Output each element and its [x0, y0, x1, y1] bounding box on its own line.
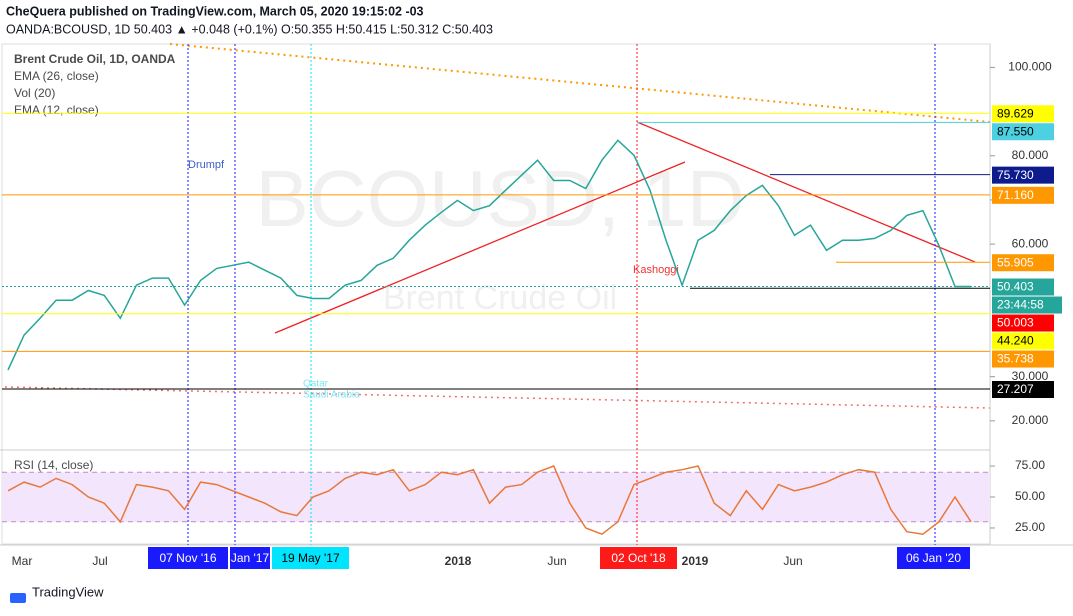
- x-tick-label: Jun: [547, 554, 566, 568]
- legend-item: EMA (26, close): [14, 69, 99, 83]
- marker-label: 02 Oct '18: [611, 551, 666, 565]
- watermark: BCOUSD, 1D: [256, 154, 745, 243]
- price-badge-label: 50.403: [997, 280, 1034, 294]
- legend-title: Brent Crude Oil, 1D, OANDA: [14, 52, 176, 66]
- price-badge-label: 44.240: [997, 334, 1034, 348]
- x-tick-label: 2018: [445, 554, 472, 568]
- marker-label: Jan '17: [231, 551, 270, 565]
- series-line: [7, 139, 971, 371]
- annotation: Kashoggi: [633, 264, 679, 276]
- y-tick-label: 25.00: [1015, 520, 1045, 534]
- trend-line: [4, 386, 991, 409]
- price-badge-label: 35.738: [997, 352, 1034, 366]
- y-tick-label: 20.000: [1012, 413, 1049, 427]
- x-tick-label: 2019: [682, 554, 709, 568]
- annotation: Drumpf: [188, 159, 225, 171]
- price-badge-label: 75.730: [997, 168, 1034, 182]
- price-badge-label: 55.905: [997, 255, 1034, 269]
- y-tick-label: 80.000: [1012, 148, 1049, 162]
- legend-item: Vol (20): [14, 86, 55, 100]
- series-line: [7, 465, 972, 536]
- price-badge: [992, 166, 1054, 184]
- marker-label: 06 Jan '20: [906, 551, 961, 565]
- trend-line: [636, 121, 976, 263]
- price-badge: [992, 332, 1054, 350]
- logo-icon: [10, 593, 26, 603]
- price-badge: [992, 278, 1054, 296]
- price-badge-label: 50.003: [997, 316, 1034, 330]
- legend-item: EMA (12, close): [14, 103, 99, 117]
- price-badge: [992, 123, 1054, 141]
- footer-brand[interactable]: TradingView: [32, 584, 104, 599]
- price-badge-label: 71.160: [997, 188, 1034, 202]
- y-tick-label: 60.000: [1012, 236, 1049, 250]
- annotation: Qatar: [303, 379, 329, 390]
- countdown-badge: [992, 296, 1062, 314]
- price-badge: [992, 254, 1054, 272]
- price-badge-label: 27.207: [997, 382, 1034, 396]
- price-badge: [992, 350, 1054, 368]
- price-badge-label: 87.550: [997, 124, 1034, 138]
- y-tick-label: 75.00: [1015, 458, 1045, 472]
- y-tick-label: 100.000: [1008, 60, 1052, 74]
- trend-line: [274, 161, 686, 334]
- x-tick-label: Jul: [92, 554, 107, 568]
- marker-badge: [148, 547, 228, 569]
- price-badge: [992, 186, 1054, 204]
- y-tick-label: 30.000: [1012, 369, 1049, 383]
- marker-label: 19 May '17: [281, 551, 340, 565]
- price-badge: [992, 314, 1054, 332]
- publisher: CheQuera published on TradingView.com, M…: [6, 4, 424, 18]
- rsi-title: RSI (14, close): [14, 458, 93, 472]
- x-tick-label: Jun: [783, 554, 802, 568]
- watermark-sub: Brent Crude Oil: [383, 279, 617, 317]
- marker-badge: [272, 547, 349, 569]
- price-badge: [992, 381, 1054, 399]
- x-tick-label: Mar: [12, 554, 33, 568]
- y-tick-label: 50.00: [1015, 489, 1045, 503]
- price-badge-label: 89.629: [997, 106, 1034, 120]
- annotation: Saudi Arabia: [303, 390, 360, 401]
- quote: OANDA:BCOUSD, 1D 50.403 ▲ +0.048 (+0.1%)…: [6, 22, 493, 36]
- marker-label: 07 Nov '16: [160, 551, 217, 565]
- marker-badge: [600, 547, 677, 569]
- marker-badge: [897, 547, 970, 569]
- marker-badge: [230, 547, 270, 569]
- countdown-label: 23:44:58: [997, 298, 1044, 312]
- price-badge: [992, 105, 1054, 123]
